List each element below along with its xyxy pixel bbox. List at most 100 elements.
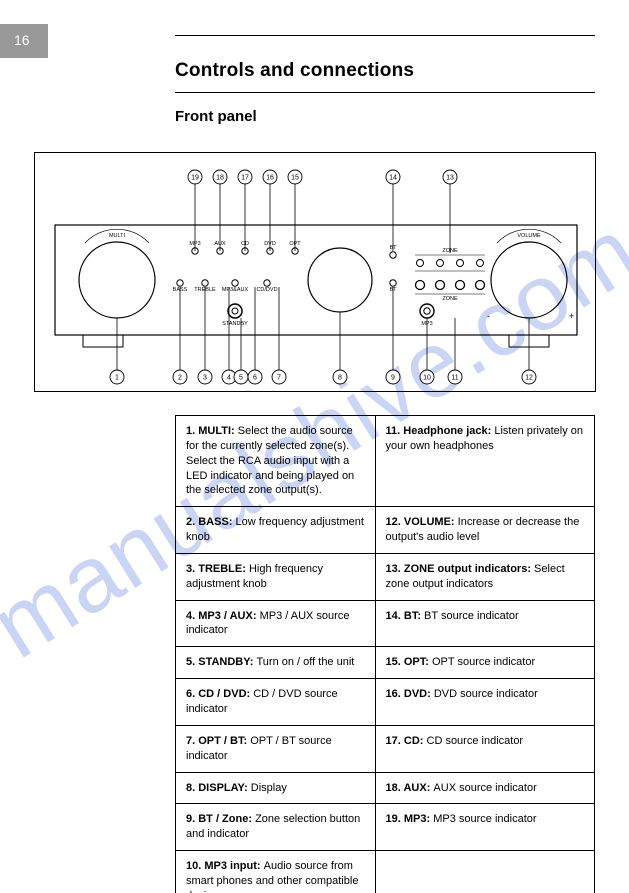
term: 13. ZONE output indicators:	[386, 563, 535, 575]
svg-text:9: 9	[391, 375, 395, 382]
desc: Display	[251, 782, 287, 794]
label-zone2: ZONE	[442, 296, 457, 302]
table-cell-left: 4. MP3 / AUX: MP3 / AUX source indicator	[176, 601, 376, 647]
svg-text:1: 1	[115, 375, 119, 382]
svg-text:4: 4	[227, 375, 231, 382]
table-cell-right: 13. ZONE output indicators: Select zone …	[376, 554, 595, 600]
term: 17. CD:	[386, 735, 427, 747]
label-mp3jack: MP3	[421, 321, 432, 327]
table-row: 9. BT / Zone: Zone selection button and …	[176, 804, 595, 851]
header-rule-bottom	[175, 92, 595, 93]
desc: BT source indicator	[424, 610, 519, 622]
table-cell-right: 16. DVD: DVD source indicator	[376, 679, 595, 725]
table-cell-right: 15. OPT: OPT source indicator	[376, 647, 595, 678]
label-multi: MULTI	[109, 233, 125, 239]
term: 11. Headphone jack:	[386, 425, 495, 437]
label-mp3aux: MP3&AUX	[222, 287, 248, 293]
table-cell-left: 8. DISPLAY: Display	[176, 773, 376, 804]
table-cell-left: 5. STANDBY: Turn on / off the unit	[176, 647, 376, 678]
table-cell-right: 11. Headphone jack: Listen privately on …	[376, 416, 595, 506]
label-minus: -	[487, 311, 490, 321]
label-bt-mid: BT	[389, 287, 396, 293]
label-mp3-src: MP3	[189, 241, 200, 247]
controls-table: 1. MULTI: Select the audio source for th…	[175, 415, 595, 893]
table-cell-right: 17. CD: CD source indicator	[376, 726, 595, 772]
term: 1. MULTI:	[186, 425, 238, 437]
term: 19. MP3:	[386, 813, 434, 825]
term: 2. BASS:	[186, 516, 236, 528]
svg-text:3: 3	[203, 375, 207, 382]
term: 8. DISPLAY:	[186, 782, 251, 794]
table-row: 8. DISPLAY: Display18. AUX: AUX source i…	[176, 773, 595, 805]
label-dvd-src: DVD	[264, 241, 276, 247]
table-cell-right: 18. AUX: AUX source indicator	[376, 773, 595, 804]
table-row: 10. MP3 input: Audio source from smart p…	[176, 851, 595, 893]
term: 7. OPT / BT:	[186, 735, 250, 747]
svg-text:18: 18	[216, 175, 224, 182]
diagram-svg: 19 18 17 16 15 14 13	[35, 153, 597, 393]
term: 6. CD / DVD:	[186, 688, 253, 700]
label-volume: VOLUME	[517, 233, 540, 239]
svg-text:2: 2	[178, 375, 182, 382]
table-row: 1. MULTI: Select the audio source for th…	[176, 416, 595, 507]
table-cell-left: 3. TREBLE: High frequency adjustment kno…	[176, 554, 376, 600]
svg-text:6: 6	[253, 375, 257, 382]
term: 16. DVD:	[386, 688, 434, 700]
table-row: 4. MP3 / AUX: MP3 / AUX source indicator…	[176, 601, 595, 648]
table-cell-left: 7. OPT / BT: OPT / BT source indicator	[176, 726, 376, 772]
header-rule-top	[175, 35, 595, 36]
table-cell-left: 10. MP3 input: Audio source from smart p…	[176, 851, 376, 893]
label-aux-src: AUX	[214, 241, 225, 247]
svg-text:19: 19	[191, 175, 199, 182]
desc: DVD source indicator	[434, 688, 538, 700]
label-plus: +	[569, 311, 574, 321]
table-cell-left: 6. CD / DVD: CD / DVD source indicator	[176, 679, 376, 725]
label-opt-src: OPT	[289, 241, 300, 247]
table-row: 2. BASS: Low frequency adjustment knob12…	[176, 507, 595, 554]
svg-text:10: 10	[423, 375, 431, 382]
term: 18. AUX:	[386, 782, 434, 794]
table-cell-right: 19. MP3: MP3 source indicator	[376, 804, 595, 850]
term: 5. STANDBY:	[186, 656, 257, 668]
label-treble: TREBLE	[194, 287, 215, 293]
label-cd-src: CD	[241, 241, 249, 247]
term: 3. TREBLE:	[186, 563, 249, 575]
label-standby: STANDBY	[222, 321, 248, 327]
desc: Turn on / off the unit	[257, 656, 355, 668]
front-panel-diagram: 19 18 17 16 15 14 13	[34, 152, 596, 392]
term: 9. BT / Zone:	[186, 813, 255, 825]
table-cell-left: 1. MULTI: Select the audio source for th…	[176, 416, 376, 506]
page-title: Controls and connections	[175, 60, 414, 82]
desc: CD source indicator	[427, 735, 524, 747]
label-bt-src: BT	[389, 245, 396, 251]
table-cell-left: 9. BT / Zone: Zone selection button and …	[176, 804, 376, 850]
svg-text:17: 17	[241, 175, 249, 182]
svg-text:12: 12	[525, 375, 533, 382]
term: 10. MP3 input:	[186, 860, 264, 872]
label-bass: BASS	[173, 287, 188, 293]
svg-text:15: 15	[291, 175, 299, 182]
table-row: 7. OPT / BT: OPT / BT source indicator17…	[176, 726, 595, 773]
page-number-tab: 16	[0, 24, 48, 58]
term: 15. OPT:	[386, 656, 432, 668]
term: 12. VOLUME:	[386, 516, 458, 528]
table-row: 3. TREBLE: High frequency adjustment kno…	[176, 554, 595, 601]
svg-text:11: 11	[451, 375, 458, 382]
label-zone: ZONE	[442, 248, 457, 254]
svg-text:8: 8	[338, 375, 342, 382]
svg-text:7: 7	[277, 375, 281, 382]
svg-text:14: 14	[389, 175, 397, 182]
label-cddvd: CD/DVD	[256, 287, 277, 293]
page-number: 16	[14, 32, 30, 48]
desc: MP3 source indicator	[433, 813, 536, 825]
table-cell-right: 14. BT: BT source indicator	[376, 601, 595, 647]
table-row: 6. CD / DVD: CD / DVD source indicator16…	[176, 679, 595, 726]
table-row: 5. STANDBY: Turn on / off the unit15. OP…	[176, 647, 595, 679]
table-cell-right: 12. VOLUME: Increase or decrease the out…	[376, 507, 595, 553]
table-cell-right	[376, 851, 595, 893]
page-subtitle: Front panel	[175, 108, 257, 125]
table-cell-left: 2. BASS: Low frequency adjustment knob	[176, 507, 376, 553]
desc: AUX source indicator	[433, 782, 536, 794]
svg-text:5: 5	[239, 375, 243, 382]
svg-text:16: 16	[266, 175, 274, 182]
